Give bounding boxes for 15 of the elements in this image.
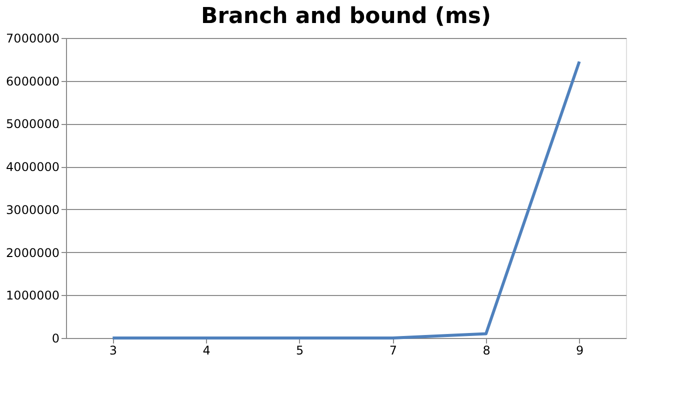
y-tick-label: 5000000 xyxy=(6,117,60,132)
y-tick-label: 3000000 xyxy=(6,202,60,217)
y-tick-label: 4000000 xyxy=(6,160,60,174)
x-tick-label: 4 xyxy=(202,344,210,358)
x-tick-label: 8 xyxy=(482,344,490,358)
y-tick-label: 0 xyxy=(52,332,60,346)
y-tick-label: 2000000 xyxy=(6,246,60,260)
x-tick-label: 5 xyxy=(296,344,304,358)
y-tick-label: 1000000 xyxy=(6,288,60,303)
x-tick-label: 7 xyxy=(389,344,397,358)
x-tick-label: 9 xyxy=(576,344,584,358)
y-tick-label: 6000000 xyxy=(6,74,60,88)
chart-title: Branch and bound (ms) xyxy=(200,4,492,29)
x-tick-label: 3 xyxy=(109,344,117,358)
y-tick-label: 7000000 xyxy=(6,32,60,46)
